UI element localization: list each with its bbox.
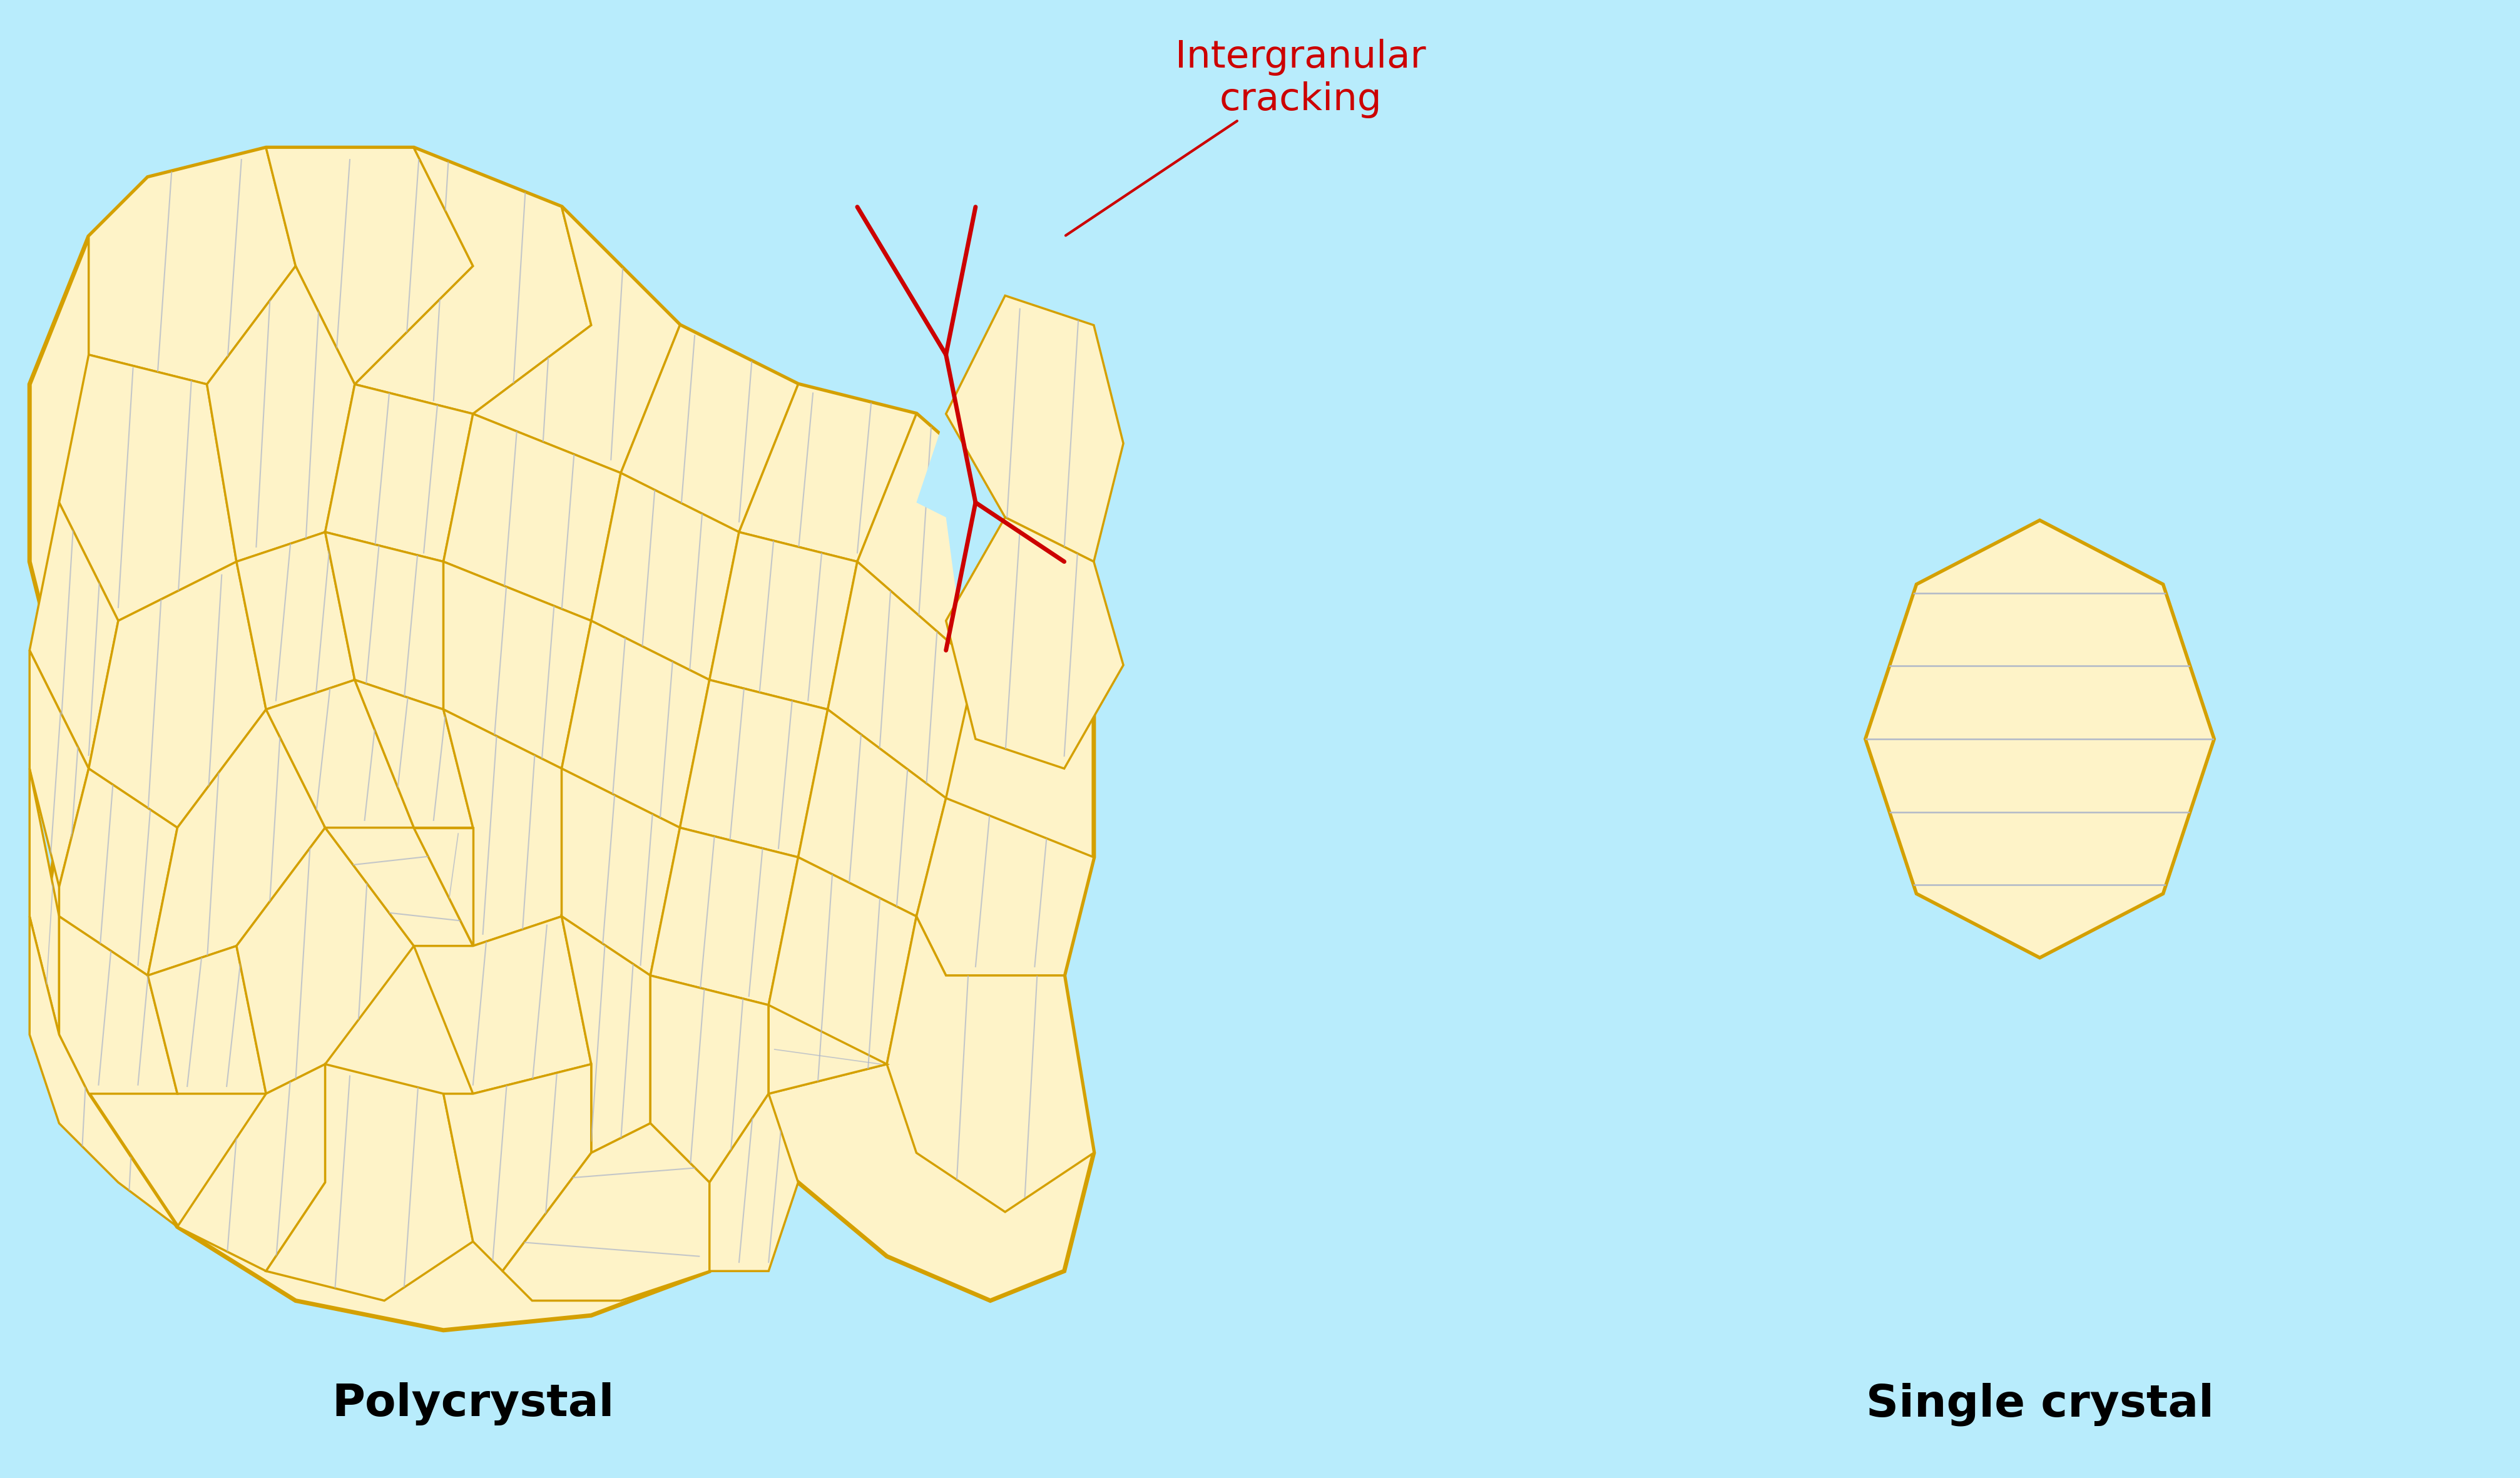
- Polygon shape: [58, 769, 176, 975]
- Polygon shape: [207, 266, 355, 562]
- Polygon shape: [650, 975, 769, 1182]
- Polygon shape: [917, 414, 1005, 739]
- Polygon shape: [562, 916, 650, 1153]
- Polygon shape: [237, 532, 355, 709]
- Polygon shape: [945, 517, 1124, 769]
- Polygon shape: [267, 148, 474, 384]
- Polygon shape: [917, 798, 1094, 975]
- Polygon shape: [267, 680, 413, 828]
- Polygon shape: [501, 1123, 711, 1301]
- Polygon shape: [769, 857, 917, 1094]
- Polygon shape: [827, 562, 975, 798]
- Polygon shape: [769, 1005, 887, 1094]
- Polygon shape: [176, 1064, 325, 1271]
- Polygon shape: [620, 325, 799, 532]
- Polygon shape: [887, 916, 1094, 1212]
- Text: Polycrystal: Polycrystal: [333, 1382, 615, 1426]
- Polygon shape: [30, 148, 1094, 1330]
- Polygon shape: [355, 148, 592, 414]
- Polygon shape: [325, 532, 444, 709]
- Polygon shape: [413, 828, 474, 946]
- Polygon shape: [30, 650, 88, 887]
- Polygon shape: [444, 562, 592, 769]
- Polygon shape: [355, 680, 474, 828]
- Polygon shape: [149, 709, 325, 975]
- Polygon shape: [325, 384, 474, 562]
- Polygon shape: [267, 1064, 474, 1301]
- Polygon shape: [945, 296, 1124, 562]
- Text: Single crystal: Single crystal: [1865, 1382, 2213, 1426]
- Polygon shape: [1865, 520, 2215, 958]
- Polygon shape: [30, 503, 118, 769]
- Polygon shape: [88, 562, 267, 828]
- Polygon shape: [650, 828, 799, 1005]
- Polygon shape: [88, 148, 295, 384]
- Polygon shape: [592, 473, 738, 680]
- Polygon shape: [738, 384, 917, 562]
- Polygon shape: [857, 414, 1036, 665]
- Polygon shape: [711, 1094, 799, 1271]
- Polygon shape: [799, 709, 945, 916]
- Polygon shape: [237, 828, 413, 1094]
- Polygon shape: [562, 621, 711, 828]
- Polygon shape: [444, 1064, 592, 1271]
- Polygon shape: [444, 709, 562, 946]
- Polygon shape: [149, 946, 267, 1094]
- Polygon shape: [58, 916, 176, 1094]
- Polygon shape: [474, 207, 680, 473]
- Polygon shape: [711, 532, 857, 709]
- Polygon shape: [58, 355, 237, 621]
- Polygon shape: [30, 769, 58, 1035]
- Polygon shape: [917, 266, 1005, 517]
- Polygon shape: [325, 828, 474, 946]
- Polygon shape: [680, 680, 827, 857]
- Polygon shape: [562, 769, 680, 975]
- Polygon shape: [444, 414, 620, 621]
- Polygon shape: [30, 916, 176, 1227]
- Polygon shape: [413, 916, 592, 1094]
- Text: Intergranular
cracking: Intergranular cracking: [1066, 38, 1426, 235]
